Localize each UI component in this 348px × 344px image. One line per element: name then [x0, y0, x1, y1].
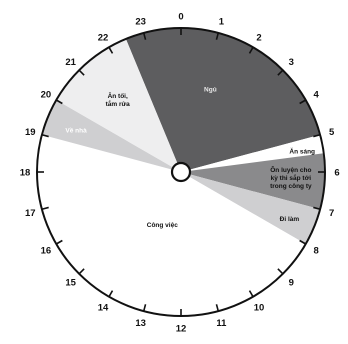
segment-commute	[181, 172, 321, 244]
segment-label-go-home: Về nhà	[65, 125, 87, 134]
segment-label-line: Về nhà	[65, 125, 87, 134]
hour-label-0: 0	[178, 11, 183, 22]
tick-17	[41, 206, 49, 211]
segment-label-breakfast: Ăn sáng	[289, 146, 315, 155]
segment-work	[37, 134, 306, 316]
tick-22	[108, 46, 114, 54]
hour-label-7: 7	[329, 208, 334, 219]
segment-label-line: Ăn sáng	[289, 146, 315, 155]
hour-label-14: 14	[98, 303, 109, 314]
segment-label-line: Công việc	[147, 222, 178, 229]
segment-labels: Ngủ Ăn sáng Ôn luyện cho kỳ thi sắp tới tron…	[65, 86, 315, 229]
hour-label-6: 6	[334, 167, 339, 178]
segment-sleep	[125, 27, 321, 172]
hour-label-10: 10	[254, 303, 265, 314]
segment-practice	[181, 153, 326, 210]
tick-20	[55, 99, 63, 105]
tick-16	[55, 239, 63, 245]
hour-label-12: 12	[176, 323, 187, 334]
tick-11	[215, 304, 220, 312]
hour-label-1: 1	[219, 17, 225, 28]
segment-label-work: Công việc	[147, 222, 178, 229]
tick-13	[142, 304, 147, 312]
hour-label-17: 17	[25, 208, 36, 219]
segment-label-commute: Đi làm	[280, 216, 300, 223]
hour-label-11: 11	[216, 318, 227, 329]
hour-label-16: 16	[41, 245, 52, 256]
tick-4	[299, 99, 307, 105]
segment-label-line: trong công ty	[270, 183, 312, 190]
segment-label-line: Ôn luyện cho	[270, 165, 311, 174]
hour-label-4: 4	[313, 89, 319, 100]
segment-label-line: kỳ thi sắp tới	[271, 173, 312, 182]
tick-5	[313, 133, 321, 138]
center-hub	[170, 161, 192, 183]
hour-label-8: 8	[313, 245, 318, 256]
segment-label-line: Ngủ	[204, 86, 217, 93]
segment-label-line: Đi làm	[280, 216, 300, 223]
hour-label-13: 13	[135, 318, 146, 329]
tick-8	[299, 239, 307, 245]
hour-label-23: 23	[135, 17, 146, 28]
segment-label-practice: Ôn luyện cho kỳ thi sắp tới trong công ty	[270, 165, 312, 190]
hour-label-18: 18	[20, 167, 31, 178]
segment-label-line: tắm rửa	[106, 99, 131, 108]
segment-label-dinner: Ăn tối, tắm rửa	[106, 91, 131, 108]
tick-23	[142, 32, 147, 40]
segment-dinner	[56, 38, 181, 173]
hour-label-15: 15	[65, 278, 76, 289]
tick-9	[277, 268, 284, 275]
hour-label-2: 2	[256, 32, 261, 43]
segment-label-sleep: Ngủ	[204, 86, 217, 93]
tick-14	[108, 290, 114, 298]
tick-7	[313, 206, 321, 211]
tick-15	[78, 268, 85, 275]
tick-21	[78, 69, 85, 76]
tick-2	[248, 46, 254, 54]
segments	[37, 27, 326, 316]
hour-ticks	[37, 28, 325, 316]
segment-breakfast	[181, 134, 324, 172]
hour-label-19: 19	[25, 127, 36, 138]
hour-label-20: 20	[41, 89, 52, 100]
tick-3	[277, 69, 284, 76]
segment-go-home	[41, 100, 181, 172]
segment-label-line: Ăn tối,	[108, 91, 128, 100]
tick-10	[248, 290, 254, 298]
hour-label-22: 22	[98, 32, 109, 43]
hour-label-3: 3	[289, 57, 294, 68]
tick-1	[215, 32, 220, 40]
hour-label-9: 9	[289, 278, 294, 289]
hour-label-21: 21	[65, 57, 76, 68]
tick-19	[41, 133, 49, 138]
hour-label-5: 5	[329, 127, 335, 138]
